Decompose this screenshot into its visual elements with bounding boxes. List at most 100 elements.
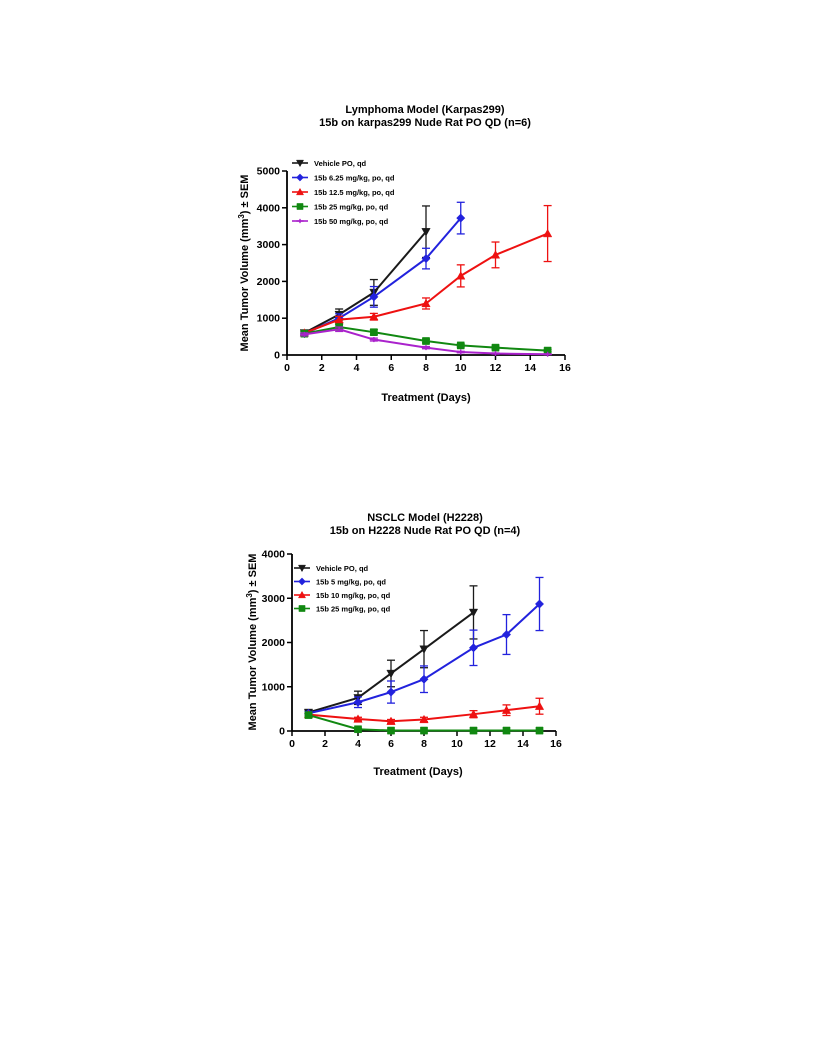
- series-line: [303, 217, 462, 335]
- marker-2: [387, 726, 395, 735]
- chart-title: Lymphoma Model (Karpas299): [345, 104, 504, 116]
- marker-3: [420, 726, 428, 735]
- marker-3: [421, 228, 431, 237]
- marker-3: [421, 254, 431, 264]
- chart-subtitle: 15b on karpas299 Nude Rat PO QD (n=6): [319, 117, 531, 129]
- chart-lymphoma-svg: Lymphoma Model (Karpas299) 15b on karpas…: [237, 104, 571, 404]
- x-tick-label: 14: [517, 738, 529, 750]
- chart-title: NSCLC Model (H2228): [367, 512, 483, 524]
- plot-area: 0 2 4 6 8 10 12 14 16 0 1000 2000 3000 4000 5000 Vehicl…: [257, 159, 571, 374]
- marker-5: [501, 705, 512, 714]
- chart-subtitle: 15b on H2228 Nude Rat PO QD (n=4): [330, 525, 521, 537]
- chart-nsclc-svg: NSCLC Model (H2228) 15b on H2228 Nude Ra…: [245, 512, 562, 778]
- marker-5: [502, 726, 511, 735]
- marker-legend: [298, 605, 306, 612]
- y-axis-label: Mean Tumor Volume (mm3) ± SEM: [237, 175, 252, 352]
- marker-0: [300, 331, 309, 337]
- y-tick-label: 0: [279, 726, 285, 738]
- legend-item: 15b 5 mg/kg, po, qd: [294, 577, 386, 586]
- marker-legend: [297, 564, 307, 573]
- y-tick-label: 4000: [257, 202, 281, 214]
- x-tick-label: 8: [421, 738, 427, 750]
- marker-1: [353, 697, 363, 707]
- marker-2: [386, 716, 396, 725]
- marker-2: [386, 687, 396, 697]
- marker-3: [419, 674, 429, 684]
- marker-2: [369, 312, 379, 321]
- x-tick-label: 12: [484, 738, 496, 750]
- legend-item: Vehicle PO, qd: [292, 159, 367, 168]
- legend-label: Vehicle PO, qd: [314, 159, 367, 168]
- x-tick-label: 8: [423, 362, 429, 374]
- marker-3: [421, 298, 431, 308]
- marker-2: [370, 328, 378, 337]
- chart-lymphoma: Lymphoma Model (Karpas299) 15b on karpas…: [230, 95, 590, 415]
- legend-item: Vehicle PO, qd: [294, 564, 369, 573]
- series-5: [300, 326, 552, 357]
- x-axis-label: Treatment (Days): [381, 392, 471, 404]
- marker-1: [353, 714, 363, 723]
- legend-label: Vehicle PO, qd: [316, 564, 369, 573]
- marker-6: [543, 228, 553, 238]
- x-tick-label: 0: [284, 362, 290, 374]
- marker-5: [490, 250, 501, 259]
- marker-3: [422, 337, 430, 345]
- axes: 0 2 4 6 8 10 12 14 16 0 1000 2000 3000 4000 5000: [257, 166, 571, 375]
- marker-4: [456, 271, 466, 280]
- x-tick-label: 4: [355, 738, 361, 750]
- marker-2: [369, 337, 379, 343]
- y-axis-label-main: Mean Tumor Volume (mm: [247, 597, 259, 730]
- marker-4: [456, 349, 465, 355]
- x-tick-label: 16: [559, 362, 571, 374]
- y-axis-label-main: Mean Tumor Volume (mm: [239, 218, 251, 351]
- chart-nsclc: NSCLC Model (H2228) 15b on H2228 Nude Ra…: [230, 500, 590, 790]
- marker-6: [535, 726, 544, 735]
- legend: Vehicle PO, qd 15b 6.25 mg/kg, po, qd 15b …: [292, 159, 395, 226]
- x-tick-label: 10: [455, 362, 467, 374]
- marker-6: [534, 701, 545, 710]
- y-tick-label: 5000: [257, 166, 281, 178]
- marker-legend: [295, 187, 305, 196]
- series-4: [304, 711, 544, 735]
- marker-legend: [297, 590, 307, 599]
- series-line: [303, 231, 427, 334]
- marker-legend: [296, 218, 304, 224]
- marker-5: [501, 629, 512, 640]
- plot-area: 0 2 4 6 8 10 12 14 16 0 1000 2000 3000 4000 Vehicle PO…: [262, 549, 562, 751]
- legend-label: 15b 5 mg/kg, po, qd: [316, 577, 386, 586]
- x-axis-label: Treatment (Days): [373, 766, 463, 778]
- marker-0: [304, 711, 313, 719]
- marker-4: [468, 608, 479, 618]
- x-tick-label: 6: [388, 738, 394, 750]
- marker-5: [491, 351, 500, 357]
- marker-4: [456, 213, 466, 223]
- y-tick-label: 1000: [262, 681, 286, 693]
- x-tick-label: 6: [388, 362, 394, 374]
- x-tick-label: 2: [322, 738, 328, 750]
- marker-2: [386, 669, 396, 679]
- marker-4: [456, 341, 465, 350]
- y-tick-label: 2000: [257, 276, 281, 288]
- y-tick-label: 4000: [262, 549, 286, 561]
- y-tick-label: 1000: [257, 313, 281, 325]
- legend-label: 15b 25 mg/kg, po, qd: [314, 202, 389, 211]
- marker-4: [468, 709, 479, 718]
- legend-label: 15b 50 mg/kg, po, qd: [314, 217, 389, 226]
- legend-label: 15b 6.25 mg/kg, po, qd: [314, 173, 395, 182]
- marker-3: [419, 645, 429, 654]
- series-3: [303, 697, 545, 725]
- marker-3: [421, 345, 431, 351]
- x-tick-label: 14: [524, 362, 536, 374]
- legend-item: 15b 6.25 mg/kg, po, qd: [292, 173, 395, 182]
- y-axis-label: Mean Tumor Volume (mm3) ± SEM: [245, 554, 260, 731]
- legend-label: 15b 12.5 mg/kg, po, qd: [314, 188, 395, 197]
- legend-item: 15b 25 mg/kg, po, qd: [292, 202, 389, 211]
- x-tick-label: 16: [550, 738, 562, 750]
- y-axis-label-sup: 3: [245, 593, 254, 598]
- legend: Vehicle PO, qd 15b 5 mg/kg, po, qd 15b 10 …: [294, 564, 391, 613]
- legend-label: 15b 10 mg/kg, po, qd: [316, 591, 391, 600]
- x-tick-label: 4: [354, 362, 360, 374]
- marker-6: [543, 351, 552, 357]
- x-tick-label: 10: [451, 738, 463, 750]
- marker-4: [469, 726, 478, 735]
